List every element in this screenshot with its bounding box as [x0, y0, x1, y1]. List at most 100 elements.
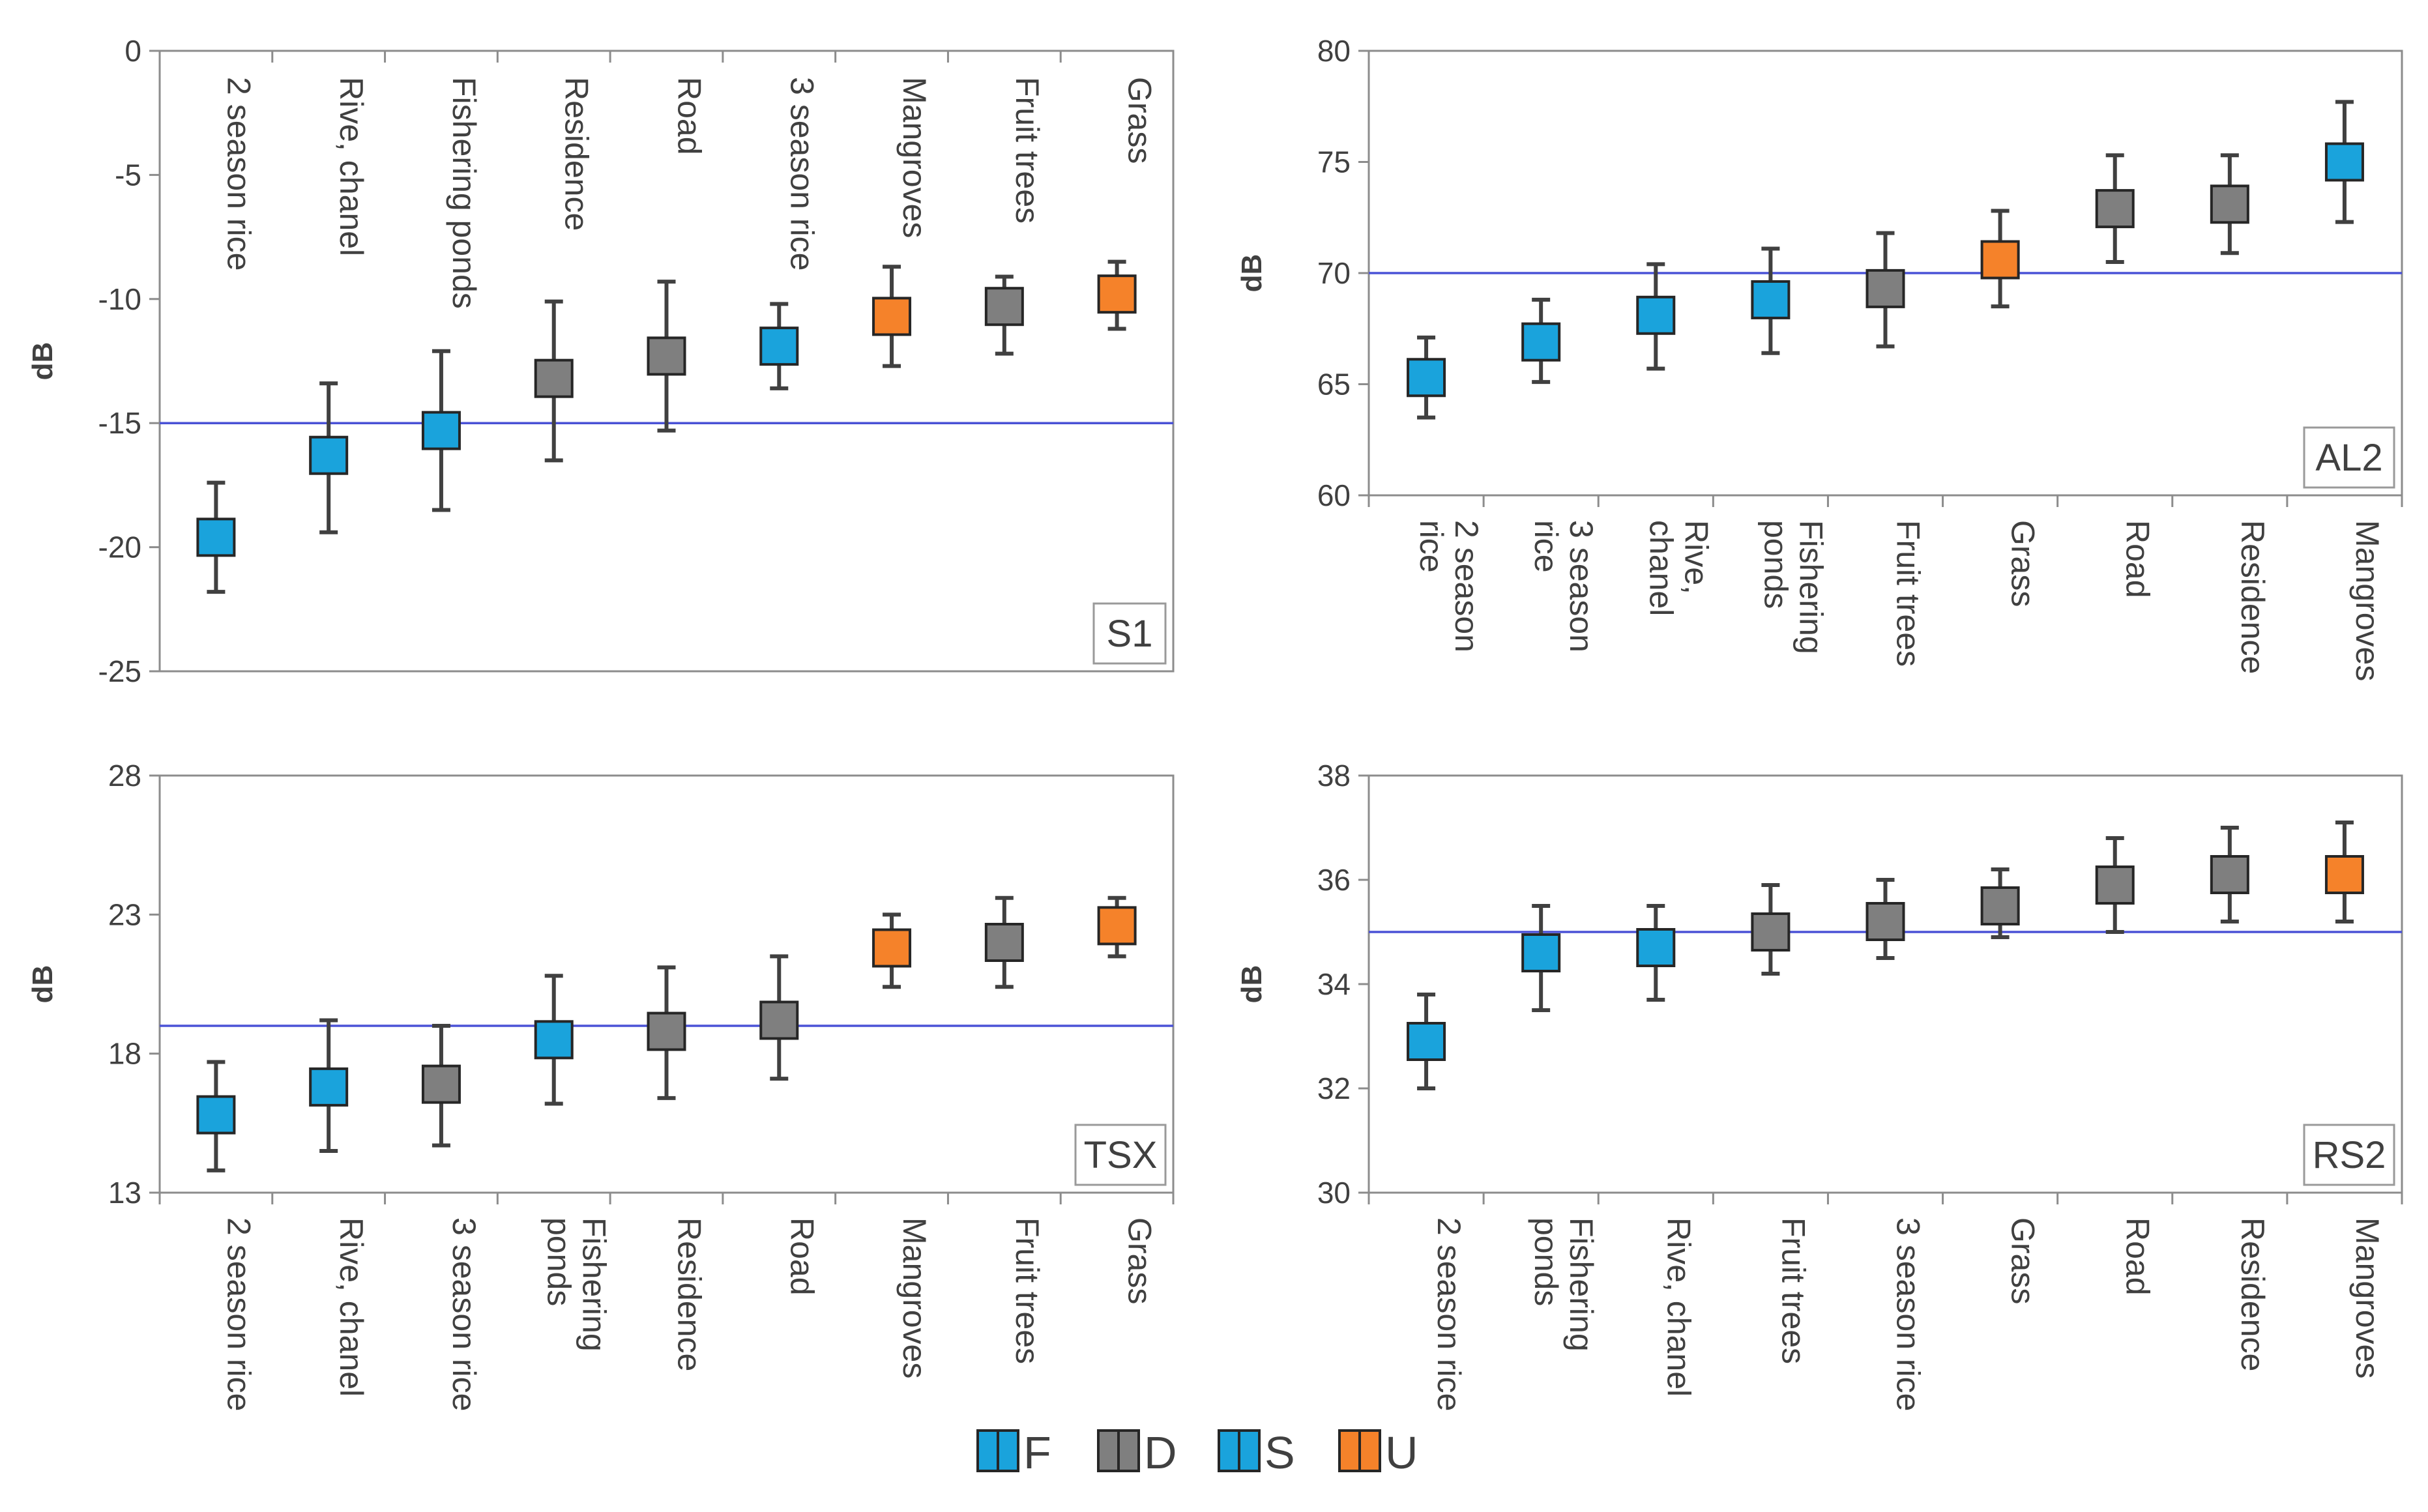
mean-marker — [1636, 928, 1676, 967]
mean-marker — [196, 1095, 236, 1135]
category-label: Residence — [671, 1217, 708, 1371]
category-label: Road — [2120, 1217, 2156, 1296]
category-label: Rive, — [1678, 520, 1714, 594]
mean-marker — [534, 1020, 574, 1060]
legend-label: D — [1144, 1427, 1177, 1478]
y-tick-label: -20 — [98, 531, 141, 564]
mean-marker — [421, 411, 461, 450]
mean-marker — [1865, 269, 1905, 308]
mean-marker — [309, 435, 349, 475]
panel-title-box — [1074, 1124, 1167, 1186]
y-tick-label: 34 — [1317, 967, 1351, 1001]
y-tick-label: -15 — [98, 406, 141, 440]
plot-frame — [1368, 774, 2403, 1194]
mean-marker — [2210, 184, 2249, 224]
panel-title: S1 — [1107, 613, 1153, 655]
y-tick-label: 28 — [108, 759, 141, 792]
y-tick-label: 80 — [1317, 34, 1351, 68]
mean-marker — [309, 1067, 349, 1107]
category-label: Fruit trees — [1775, 1217, 1811, 1364]
category-label: Fruit trees — [1009, 77, 1046, 224]
category-label: Fishering — [1563, 1217, 1600, 1352]
mean-marker — [2095, 189, 2135, 229]
category-label: Fruit trees — [1890, 520, 1927, 667]
mean-marker — [647, 1011, 686, 1051]
category-label: Grass — [2005, 520, 2041, 607]
category-label: Fishering — [1792, 520, 1829, 654]
plot-frame — [158, 50, 1175, 673]
y-tick-label: 32 — [1317, 1071, 1351, 1105]
panel-title-box — [2303, 1124, 2395, 1186]
panel-title: TSX — [1084, 1134, 1158, 1176]
y-tick-label: 30 — [1317, 1176, 1351, 1210]
y-axis-label: dB — [1236, 965, 1268, 1004]
mean-marker — [1097, 906, 1137, 946]
chart-s1: 0 -5 -10 -15 -20 -25 dB 2 season rice Rive, chan… — [27, 34, 1175, 688]
category-label: ponds — [541, 1217, 578, 1306]
category-label: 2 season — [1448, 520, 1485, 652]
category-label: Fishering ponds — [446, 77, 482, 309]
mean-marker — [1097, 274, 1137, 314]
y-tick-label: -5 — [115, 158, 141, 192]
legend-label: F — [1023, 1427, 1051, 1478]
y-tick-label: 18 — [108, 1037, 141, 1071]
y-tick-label: 38 — [1317, 759, 1351, 792]
mean-marker — [1407, 358, 1446, 398]
mean-marker — [984, 287, 1024, 327]
mean-marker — [872, 297, 912, 336]
category-label: Mangroves — [2349, 520, 2386, 681]
y-tick-label: 70 — [1317, 256, 1351, 290]
category-label: Residence — [2234, 520, 2271, 674]
mean-marker — [647, 336, 686, 376]
plot-frame — [158, 774, 1175, 1194]
category-label: Grass — [1122, 77, 1158, 164]
mean-marker — [421, 1064, 461, 1104]
mean-marker — [1751, 280, 1791, 319]
y-tick-label: 65 — [1317, 368, 1351, 401]
mean-marker — [2210, 855, 2249, 894]
legend-label: S — [1265, 1427, 1295, 1478]
category-label: 2 season rice — [220, 1217, 257, 1411]
category-label: rice — [1528, 520, 1564, 573]
category-label: Residence — [559, 77, 595, 231]
mean-marker — [759, 1000, 799, 1040]
category-label: Road — [783, 1217, 820, 1296]
category-label: rice — [1413, 520, 1450, 573]
category-label: Grass — [2005, 1217, 2041, 1304]
y-tick-label: 13 — [108, 1176, 141, 1210]
category-label: Road — [671, 77, 708, 155]
mean-marker — [2324, 855, 2364, 894]
mean-marker — [984, 923, 1024, 962]
category-label: 2 season rice — [220, 77, 257, 270]
category-label: 3 season rice — [446, 1217, 482, 1411]
y-tick-label: 36 — [1317, 863, 1351, 897]
mean-marker — [2095, 865, 2135, 905]
category-label: 3 season rice — [1890, 1217, 1927, 1411]
mean-marker — [759, 327, 799, 366]
mean-marker — [1751, 912, 1791, 952]
category-label: ponds — [1528, 1217, 1564, 1306]
category-label: Road — [2120, 520, 2156, 598]
y-axis-label: dB — [1236, 254, 1268, 293]
category-label: Mangroves — [896, 77, 933, 238]
y-axis-label: dB — [27, 342, 59, 381]
legend-label: U — [1385, 1427, 1418, 1478]
category-label: Residence — [2234, 1217, 2271, 1371]
panel-title-box — [2303, 426, 2395, 489]
mean-marker — [1521, 933, 1561, 972]
mean-marker — [1980, 240, 2020, 280]
category-label: 3 season rice — [783, 77, 820, 270]
y-tick-label: 0 — [124, 34, 141, 68]
y-axis-label: dB — [27, 965, 59, 1004]
y-tick-label: 75 — [1317, 145, 1351, 179]
mean-marker — [1636, 295, 1676, 335]
mean-marker — [872, 928, 912, 968]
category-label: 2 season rice — [1431, 1217, 1467, 1411]
category-label: Mangroves — [896, 1217, 933, 1378]
mean-marker — [534, 358, 574, 398]
panel-title-box — [1092, 602, 1167, 665]
category-label: 3 season — [1563, 520, 1600, 652]
category-label: Mangroves — [2349, 1217, 2386, 1378]
